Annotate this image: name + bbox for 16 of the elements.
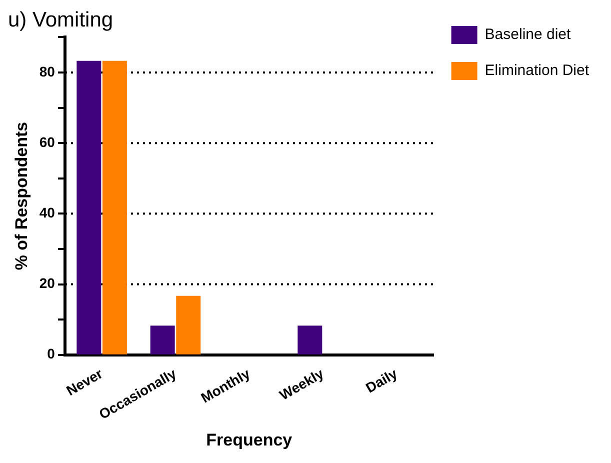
bar [76,60,102,354]
y-tick-label: 80 [39,63,56,80]
y-tick-label: 20 [39,275,56,292]
y-tick-label: 40 [39,204,56,221]
x-axis-title: Frequency [206,430,293,450]
legend-label: Elimination Diet [484,62,590,80]
y-axis-title: % of Respondents [12,122,31,270]
bar [298,326,322,354]
bar [102,60,127,354]
bar [150,326,175,354]
legend-label: Baseline diet [484,26,572,44]
y-tick-label: 0 [47,346,56,362]
chart-title: u) Vomiting [8,8,114,32]
x-tick-label: Daily [362,365,400,396]
bar [176,296,201,354]
y-tick-label: 60 [39,134,56,150]
